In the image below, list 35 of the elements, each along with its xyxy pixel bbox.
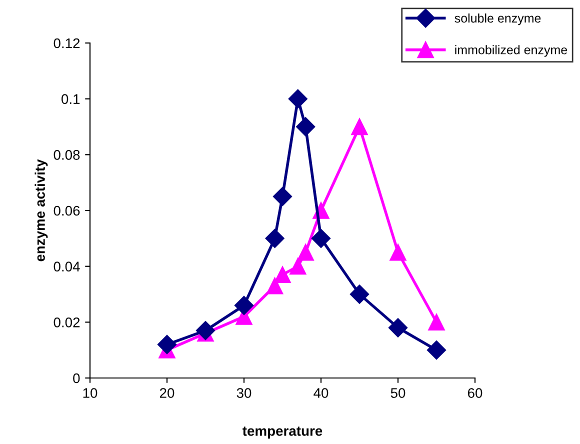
point bbox=[296, 117, 316, 136]
point bbox=[157, 334, 177, 354]
legend-label: soluble enzyme bbox=[454, 13, 541, 26]
y-tick-label: 0.04 bbox=[54, 262, 80, 272]
y-tick-label: 0.08 bbox=[54, 150, 80, 160]
point bbox=[272, 187, 292, 206]
point bbox=[350, 284, 370, 304]
point bbox=[311, 228, 331, 248]
point bbox=[196, 321, 216, 340]
x-tick-label: 20 bbox=[160, 388, 174, 398]
point bbox=[274, 266, 291, 284]
point bbox=[388, 318, 408, 338]
y-tick-label: 0.1 bbox=[62, 94, 80, 104]
x-tick-label: 50 bbox=[390, 388, 406, 398]
y-axis-title: enzyme activity bbox=[34, 159, 48, 262]
point bbox=[428, 314, 445, 330]
point bbox=[290, 258, 306, 275]
point bbox=[297, 244, 314, 261]
x-tick-label: 60 bbox=[468, 388, 482, 398]
point bbox=[266, 278, 284, 294]
point bbox=[288, 89, 308, 108]
x-tick-label: 10 bbox=[83, 388, 98, 398]
point bbox=[390, 244, 406, 261]
y-tick-label: 0 bbox=[73, 373, 80, 384]
y-tick-label: 0.06 bbox=[54, 206, 80, 216]
y-tick-label: 0.12 bbox=[54, 38, 80, 48]
x-tick-label: 40 bbox=[314, 388, 328, 398]
point bbox=[426, 340, 446, 360]
x-axis-title: temperature bbox=[242, 426, 322, 439]
point bbox=[234, 296, 254, 315]
y-tick-label: 0.02 bbox=[54, 318, 80, 328]
point bbox=[351, 118, 368, 136]
x-tick-label: 30 bbox=[236, 388, 252, 398]
point bbox=[265, 228, 284, 248]
legend-label: immobilized enzyme bbox=[455, 45, 568, 57]
